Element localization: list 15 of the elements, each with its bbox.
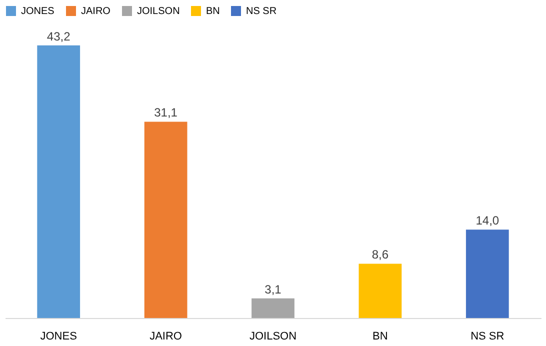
- legend-label: NS SR: [246, 6, 277, 17]
- data-label: 8,6: [372, 248, 389, 262]
- data-label: 14,0: [476, 214, 500, 228]
- legend-label: BN: [206, 6, 220, 17]
- x-tick-label: JOILSON: [249, 330, 297, 342]
- data-label: 3,1: [264, 282, 282, 296]
- x-tick-label: JONES: [40, 330, 77, 342]
- data-label: 43,2: [46, 29, 71, 44]
- x-tick-label: NS SR: [470, 330, 504, 342]
- x-tick-label: BN: [372, 330, 388, 342]
- legend-label: JAIRO: [81, 6, 111, 17]
- legend-label: JOILSON: [137, 6, 180, 17]
- data-label: 31,1: [154, 106, 178, 120]
- legend-label: JONES: [21, 6, 55, 17]
- x-tick-label: JAIRO: [150, 330, 182, 342]
